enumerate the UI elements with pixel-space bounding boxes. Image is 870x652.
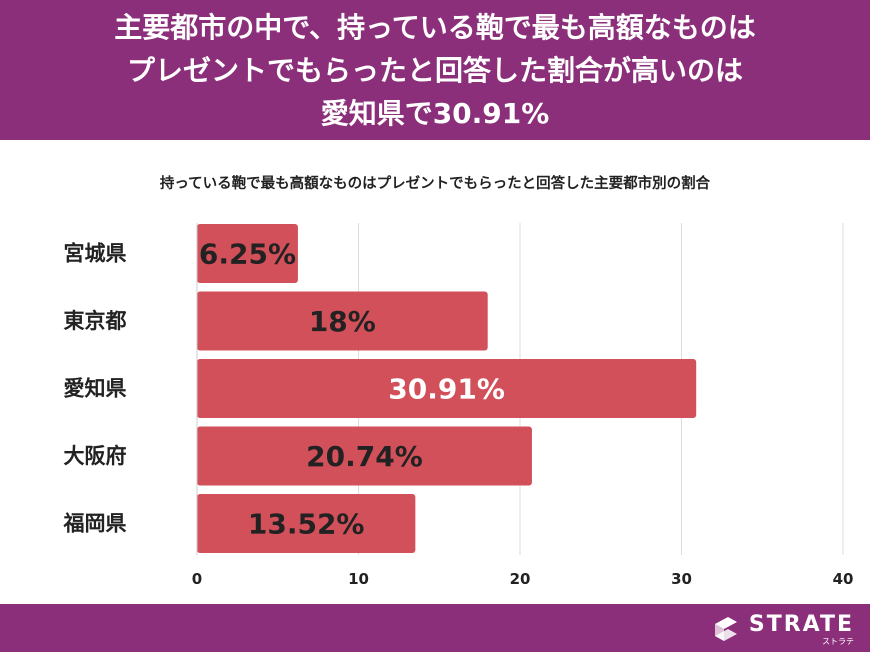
brand-logo[interactable]: STRATE ストラテ — [711, 612, 854, 646]
bar — [197, 426, 532, 486]
category-label: 福岡県 — [63, 512, 127, 536]
x-tick-label: 30 — [671, 570, 692, 588]
bar — [197, 291, 488, 351]
strate-logo-icon — [714, 617, 737, 641]
category-label: 東京都 — [64, 309, 127, 333]
x-tick-label: 0 — [192, 570, 202, 588]
headline-line-2: プレゼントでもらったと回答した割合が高いのは — [126, 53, 743, 87]
brand-name: STRATE — [748, 611, 854, 637]
x-tick-label: 40 — [833, 570, 854, 588]
x-tick-label: 20 — [510, 570, 531, 588]
x-tick-label: 10 — [348, 570, 369, 588]
category-label: 宮城県 — [64, 242, 127, 266]
header-banner: 主要都市の中で、持っている鞄で最も高額なものは プレゼントでもらったと回答した割… — [0, 0, 870, 140]
bar — [197, 494, 416, 553]
bar — [197, 224, 298, 283]
data-label: 6.25% — [199, 238, 296, 271]
data-label: 20.74% — [306, 440, 423, 473]
data-label: 18% — [309, 305, 376, 338]
headline-line-1: 主要都市の中で、持っている鞄で最も高額なものは — [114, 10, 756, 44]
category-label: 愛知県 — [64, 377, 127, 401]
brand-kana: ストラテ — [822, 636, 854, 646]
bar-chart: 0 10 20 30 40 宮城県 6.25% 東京都 18% 愛知県 30.91% 大阪府 20.74… — [63, 223, 854, 588]
bar — [197, 359, 697, 418]
data-label: 13.52% — [248, 508, 365, 541]
data-label: 30.91% — [388, 373, 505, 406]
footer-bar: STRATE ストラテ — [0, 604, 870, 652]
chart-title: 持っている鞄で最も高額なものはプレゼントでもらったと回答した主要都市別の割合 — [159, 176, 711, 192]
category-label: 大阪府 — [64, 444, 127, 468]
headline-line-3: 愛知県で30.91% — [320, 96, 550, 130]
